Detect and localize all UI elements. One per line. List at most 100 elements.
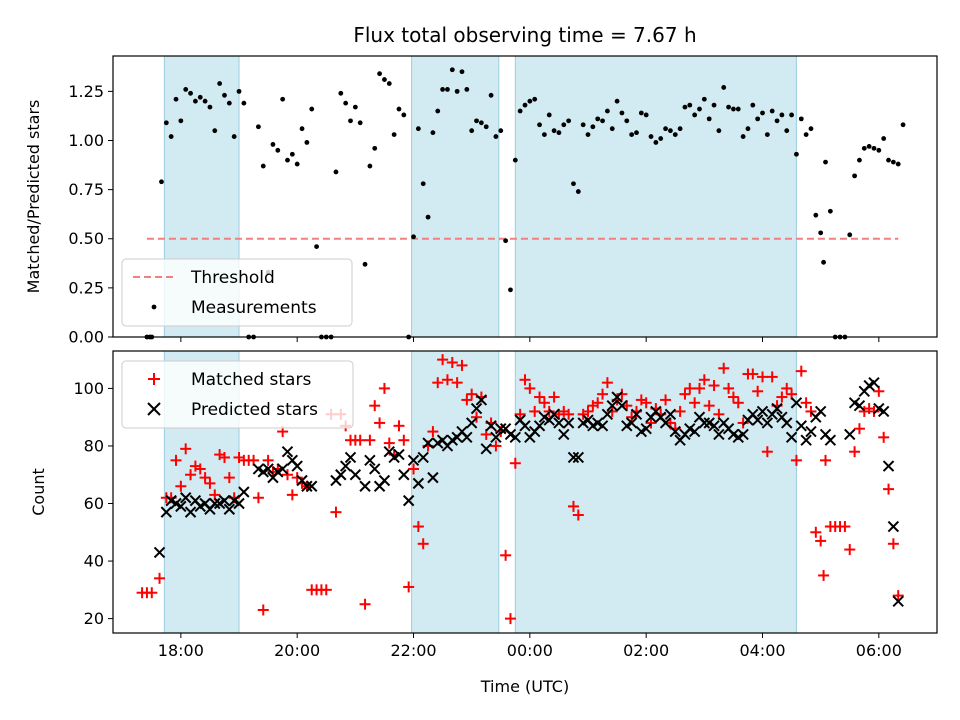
matched-star-point <box>597 388 609 400</box>
matched-star-point <box>790 454 802 466</box>
matched-star-point <box>446 357 458 369</box>
predicted-star-point <box>233 497 245 510</box>
matched-star-point <box>194 463 206 475</box>
predicted-star-point <box>814 405 827 418</box>
predicted-star-point <box>781 417 793 429</box>
measurement-point <box>522 102 528 108</box>
predicted-star-point <box>664 408 677 421</box>
predicted-star-point <box>398 469 410 481</box>
predicted-star-point <box>281 446 294 458</box>
y-tick-label: 40 <box>84 552 104 571</box>
predicted-star-point <box>378 474 391 487</box>
matched-legend-label: Matched stars <box>191 370 311 390</box>
measurement-point <box>430 130 436 136</box>
measurement-point <box>735 106 741 112</box>
measurement-point <box>159 179 164 185</box>
predicted-star-point <box>887 520 900 533</box>
measurement-point <box>745 126 751 132</box>
matched-star-point <box>393 420 405 432</box>
matched-star-point <box>199 472 211 484</box>
predicted-star-point <box>698 417 711 429</box>
matched-star-point <box>747 368 759 380</box>
measurement-point <box>716 128 722 134</box>
measurement-point <box>658 136 664 141</box>
matched-star-point <box>810 526 822 538</box>
measurement-point <box>609 126 615 132</box>
matched-star-point <box>563 408 575 420</box>
matched-star-point <box>543 405 555 417</box>
matched-star-point <box>781 382 793 394</box>
predicted-star-point <box>495 422 507 435</box>
predicted-star-point <box>601 408 614 421</box>
measurement-point <box>212 128 218 134</box>
y-tick-label: 20 <box>84 609 104 628</box>
matched-star-points <box>136 354 904 625</box>
top-legend: Threshold Measurements <box>121 258 353 327</box>
matched-star-point <box>412 521 424 533</box>
measurement-point <box>789 112 794 118</box>
matched-star-point <box>369 400 381 412</box>
measurement-point <box>697 106 702 112</box>
measurement-point <box>852 173 857 179</box>
matched-star-point <box>878 431 890 443</box>
measurement-point <box>362 261 368 267</box>
measurement-point <box>764 132 770 138</box>
measurement-point <box>478 120 484 126</box>
measurement-point <box>391 132 397 138</box>
matched-star-point <box>441 374 453 386</box>
measurement-point <box>653 140 659 145</box>
predicted-star-point <box>335 469 347 481</box>
measurement-point <box>546 112 552 118</box>
measurement-point <box>445 87 450 92</box>
predicted-star-point <box>393 448 405 461</box>
measurement-point <box>721 85 727 90</box>
matched-star-point <box>252 492 264 504</box>
matched-star-point <box>752 385 764 397</box>
predicted-star-point <box>688 425 701 438</box>
measurement-point <box>726 104 731 110</box>
predicted-star-point <box>824 434 837 446</box>
measurement-point <box>881 136 887 141</box>
measurement-point <box>270 142 276 147</box>
matched-star-point <box>737 417 749 429</box>
predicted-star-point <box>553 417 565 429</box>
matched-star-point <box>262 454 274 466</box>
measurement-point <box>193 98 198 104</box>
measurement-point <box>222 92 227 98</box>
predicted-star-point <box>737 428 749 441</box>
y-tick-label: 0.00 <box>68 328 104 347</box>
measurement-point <box>541 132 547 138</box>
measurement-point <box>537 122 542 128</box>
matched-star-point <box>185 469 197 481</box>
measurement-point <box>866 143 872 149</box>
matched-star-point <box>640 397 652 409</box>
matched-star-point <box>170 454 182 466</box>
matched-star-point <box>154 572 166 584</box>
matched-star-point <box>204 477 216 489</box>
predicted-star-point <box>179 492 192 504</box>
measurement-point <box>808 126 814 132</box>
measurements-legend-label: Measurements <box>191 298 317 318</box>
matched-star-point <box>592 397 604 409</box>
measurement-point <box>285 157 290 163</box>
matched-star-point <box>538 397 550 409</box>
threshold-legend-label: Threshold <box>190 268 275 288</box>
matched-star-point <box>645 417 657 429</box>
measurement-point <box>440 87 445 92</box>
matched-star-point <box>572 509 584 521</box>
measurement-point <box>876 147 882 153</box>
y-tick-label: 0.75 <box>68 180 104 199</box>
matched-star-point <box>761 446 773 458</box>
x-tick-label: 22:00 <box>390 641 436 660</box>
top-y-axis-label: Matched/Predicted stars <box>24 100 43 294</box>
matched-star-point <box>601 377 613 389</box>
y-tick-label: 80 <box>84 436 104 455</box>
chart-title: Flux total observing time = 7.67 h <box>353 23 696 47</box>
measurement-point <box>532 96 538 102</box>
measurement-point <box>861 145 867 151</box>
measurement-point <box>498 128 504 134</box>
measurement-point <box>779 112 785 118</box>
predicted-star-point <box>349 469 362 481</box>
top-y-ticks: 0.00 0.25 0.50 0.75 1.00 1.25 <box>68 82 113 347</box>
measurement-point <box>823 159 828 165</box>
